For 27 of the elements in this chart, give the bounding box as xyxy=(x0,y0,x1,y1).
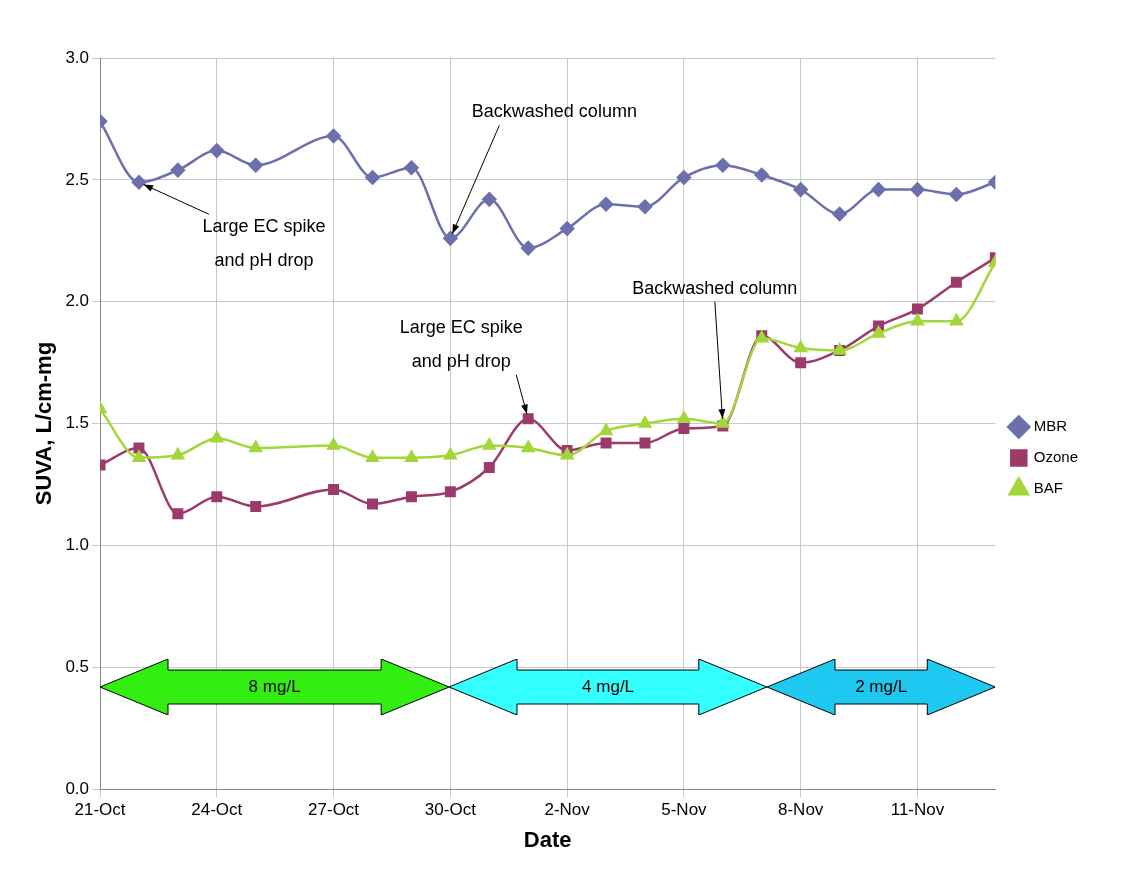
y-tick-label: 2.5 xyxy=(65,169,90,189)
x-tick-label: 21-Oct xyxy=(74,800,126,820)
legend-label: Ozone xyxy=(1033,448,1079,466)
legend-label: MBR xyxy=(1033,417,1068,435)
annotation: 4 mg/L xyxy=(581,675,636,698)
x-axis-title: Date xyxy=(523,826,572,852)
x-tick-label: 30-Oct xyxy=(424,800,477,820)
annotation: Large EC spike and pH drop xyxy=(399,316,523,371)
y-axis-title: SUVA, L/cm-mg xyxy=(31,341,57,506)
y-tick-label: 0.0 xyxy=(65,778,90,798)
annotation: 8 mg/L xyxy=(247,675,302,698)
y-tick-label: 1.0 xyxy=(65,535,90,555)
annotation: Large EC spike and pH drop xyxy=(202,216,326,271)
x-tick-label: 24-Oct xyxy=(191,800,243,820)
x-tick-label: 11-Nov xyxy=(890,800,945,820)
x-tick-label: 27-Oct xyxy=(308,800,360,820)
x-tick-label: 8-Nov xyxy=(778,800,824,820)
annotation: Backwashed column xyxy=(471,101,637,122)
y-tick-label: 2.0 xyxy=(65,291,90,311)
x-tick-label: 2-Nov xyxy=(544,800,591,820)
y-tick-label: 1.5 xyxy=(65,413,90,433)
annotation: Backwashed column xyxy=(632,277,798,298)
y-tick-label: 0.5 xyxy=(65,657,90,677)
x-tick-label: 5-Nov xyxy=(661,800,708,820)
legend-label: BAF xyxy=(1033,479,1063,497)
y-tick-label: 3.0 xyxy=(65,47,90,67)
annotation: 2 mg/L xyxy=(854,675,909,698)
